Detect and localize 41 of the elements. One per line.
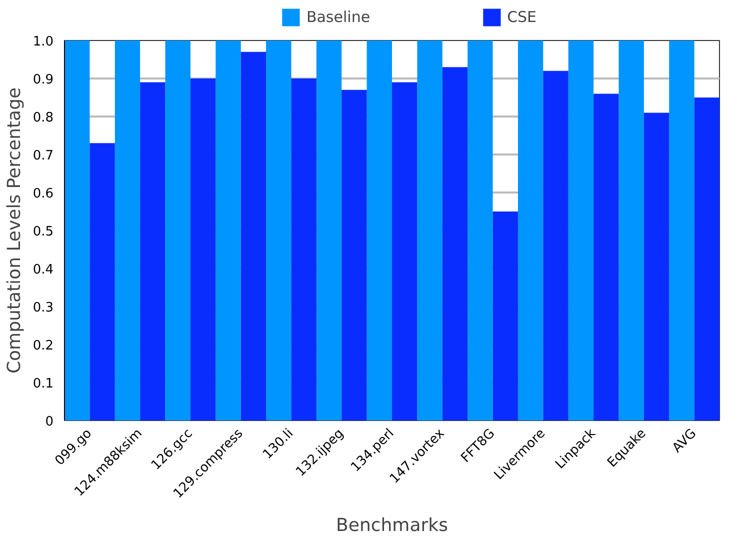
bar	[568, 40, 594, 420]
bar	[190, 78, 216, 420]
bar	[366, 40, 392, 420]
bar	[644, 112, 670, 420]
bar	[114, 40, 140, 420]
y-tick-label: 0.7	[32, 148, 54, 164]
y-axis-title: Computation Levels Percentage	[4, 87, 25, 374]
bar	[392, 82, 418, 420]
bar	[492, 212, 518, 420]
y-tick-label: 0.9	[32, 72, 54, 88]
bar	[518, 40, 544, 420]
bar	[417, 40, 442, 420]
y-tick-label: 0.3	[32, 300, 54, 316]
x-axis-title: Benchmarks	[336, 514, 448, 536]
bar	[291, 78, 316, 420]
bar	[669, 40, 694, 420]
legend-label: CSE	[507, 8, 537, 26]
y-tick-label: 1.0	[32, 34, 54, 50]
legend-label: Baseline	[306, 8, 370, 26]
bar	[342, 90, 367, 420]
bar	[316, 40, 342, 420]
bar	[594, 94, 619, 420]
bar	[468, 40, 493, 420]
bar	[64, 40, 90, 420]
y-tick-label: 0.2	[32, 338, 54, 354]
bar	[442, 67, 468, 420]
y-tick-label: 0.1	[32, 376, 54, 392]
bar	[694, 98, 720, 420]
y-tick-label: 0.6	[32, 186, 54, 202]
bar	[90, 143, 115, 420]
y-tick-label: 0.8	[32, 110, 54, 126]
bar	[618, 40, 644, 420]
bar	[165, 40, 190, 420]
bar	[140, 82, 166, 420]
bar	[266, 40, 292, 420]
y-tick-label: 0.4	[32, 262, 54, 278]
y-tick-label: 0.5	[32, 224, 54, 240]
bar	[543, 70, 568, 420]
y-tick-label: 0	[45, 414, 54, 430]
bar	[240, 52, 266, 420]
bar	[216, 40, 241, 420]
